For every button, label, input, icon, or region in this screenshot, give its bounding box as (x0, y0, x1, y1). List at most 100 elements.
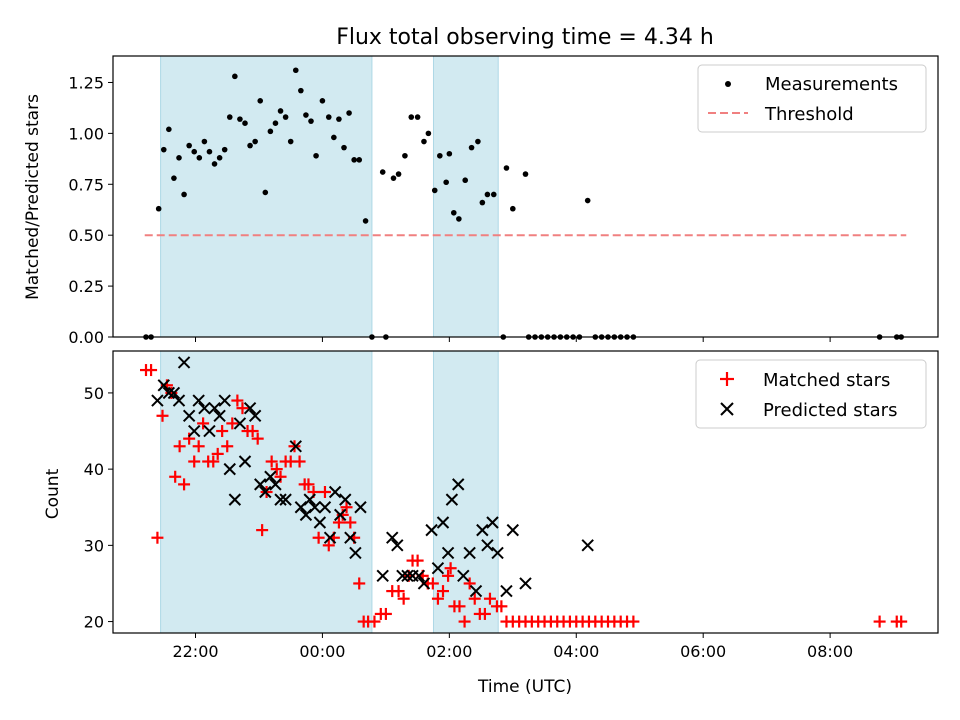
top-shaded-intervals (160, 55, 499, 338)
legend-matched-label: Matched stars (763, 370, 890, 391)
top-panel: 0.00 0.25 0.50 0.75 1.00 1.25 Matched/Predict… (23, 55, 939, 347)
predicted-star-point (203, 424, 216, 438)
predicted-star-point (303, 493, 316, 506)
predicted-star-point (425, 523, 438, 537)
predicted-star-point (431, 562, 445, 575)
matched-star-point (251, 432, 264, 445)
legend-matched-marker (720, 372, 734, 386)
top-legend-box (697, 64, 927, 133)
matched-star-point (478, 607, 491, 620)
measurement-point (242, 120, 248, 126)
matched-star-point (274, 470, 287, 483)
legend-predicted-label: Predicted stars (763, 400, 897, 421)
bottom-y-tick-label: 50 (84, 384, 104, 403)
matched-star-point (145, 364, 158, 377)
matched-star-point (627, 615, 640, 628)
measurement-point (331, 134, 337, 141)
predicted-star-point (157, 379, 170, 392)
matched-star-point (426, 577, 439, 590)
x-axis-label: Time (UTC) (477, 677, 572, 697)
measurement-point (425, 130, 432, 137)
measurement-point (475, 138, 481, 145)
legend-predicted-marker (720, 402, 734, 416)
x-tick-label: 22:00 (172, 642, 218, 661)
predicted-star-point (481, 539, 494, 552)
matched-star-point (379, 607, 392, 620)
measurement-point (181, 191, 187, 198)
matched-star-point (344, 516, 357, 529)
predicted-star-point (274, 493, 287, 506)
legend-measurements-label: Measurements (765, 74, 898, 95)
matched-star-point (336, 508, 349, 521)
measurement-point (522, 171, 529, 177)
matched-star-point (165, 386, 178, 399)
predicted-star-point (491, 546, 504, 560)
predicted-star-point (486, 516, 499, 529)
top-y-tick-label: 0.00 (68, 328, 104, 347)
measurement-point (201, 138, 208, 145)
measurement-point (292, 67, 299, 74)
measurement-point (414, 114, 421, 120)
matched-star-point (392, 585, 405, 598)
chart-title: Flux total observing time = 4.34 h (336, 25, 714, 50)
predicted-star-point (177, 356, 191, 369)
measurement-point (272, 120, 279, 126)
bottom-y-ticks: 20 30 40 50 (84, 384, 113, 632)
bottom-legend: Matched stars Predicted stars (695, 359, 927, 429)
measurement-point (443, 179, 449, 186)
measurement-point (379, 169, 386, 175)
measurement-point (402, 152, 408, 159)
matched-star-point (442, 569, 455, 582)
matched-star-point (197, 417, 210, 430)
matched-star-point (453, 600, 466, 613)
matched-star-point (192, 440, 205, 453)
measurement-point (319, 97, 326, 104)
measurement-point (237, 116, 243, 122)
predicted-star-point (167, 386, 181, 400)
matched-star-point (178, 478, 191, 491)
matched-star-point (216, 425, 229, 438)
predicted-star-point (519, 577, 532, 590)
matched-star-point (468, 592, 481, 605)
predicted-star-point (333, 508, 347, 522)
predicted-star-point (323, 531, 337, 544)
top-axes-frame (112, 55, 939, 338)
measurement-point (456, 216, 462, 222)
matched-star-point (231, 394, 244, 407)
predicted-star-point (198, 401, 211, 415)
matched-star-point (169, 470, 182, 483)
matched-star-point (173, 440, 186, 453)
legend-measurements-marker (725, 81, 731, 87)
predicted-star-point (328, 485, 342, 499)
x-tick-label: 06:00 (680, 642, 726, 661)
predicted-star-point (417, 577, 431, 590)
measurement-point (421, 138, 427, 145)
matched-star-point (183, 432, 196, 445)
measurement-point (341, 144, 347, 151)
predicted-star-point (218, 394, 231, 407)
matched-star-point (246, 425, 259, 438)
matched-star-point (873, 615, 886, 628)
predicted-star-point (401, 569, 414, 583)
measurement-point (303, 112, 309, 118)
matched-star-point (397, 592, 410, 605)
measurement-point (484, 191, 491, 198)
predicted-star-point (223, 462, 236, 476)
matched-star-point (312, 531, 325, 544)
top-y-axis-label: Matched/Predicted stars (23, 94, 43, 300)
measurement-point (216, 155, 223, 161)
measurement-point (191, 148, 198, 155)
measurement-point (206, 148, 213, 155)
x-tick-label: 08:00 (807, 642, 853, 661)
measurement-point (267, 128, 274, 135)
measurement-point (155, 205, 162, 212)
top-y-ticks: 0.00 0.25 0.50 0.75 1.00 1.25 (68, 73, 113, 347)
predicted-star-point (396, 569, 409, 583)
matched-star-point (151, 531, 164, 544)
predicted-star-point (469, 584, 483, 598)
matched-star-point (211, 447, 224, 460)
measurement-point (262, 189, 269, 196)
top-y-tick-label: 1.25 (68, 73, 104, 92)
top-y-tick-label: 0.25 (68, 277, 104, 296)
top-x-ticks (195, 337, 831, 342)
